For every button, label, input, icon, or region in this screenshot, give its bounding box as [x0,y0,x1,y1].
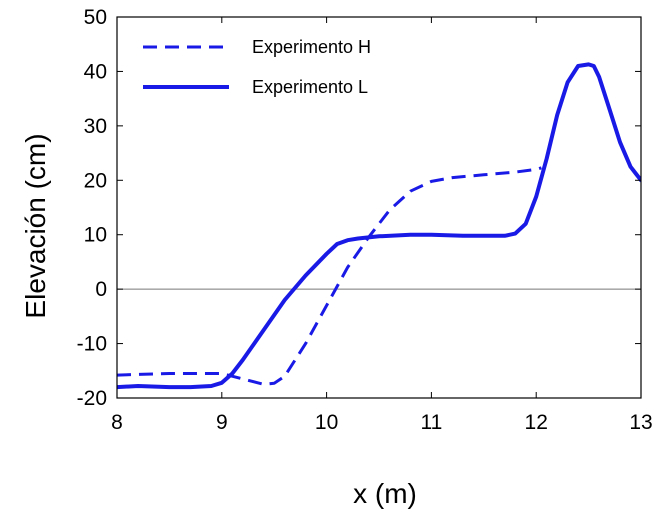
y-tick-label: 10 [84,224,107,247]
x-tick-label: 9 [216,411,228,434]
series-line-experimento-h [117,166,542,386]
x-tick-label: 8 [111,411,123,434]
series-line-experimento-l [117,62,641,390]
x-tick-label: 13 [629,411,652,434]
y-tick-label: 20 [84,169,107,192]
plot-frame [116,16,642,399]
y-tick-label: 40 [84,60,107,83]
y-tick-label: -10 [77,333,107,356]
y-tick-label: -20 [77,387,107,410]
legend-label-experimento-h: Experimento H [252,37,371,57]
x-axis-label: x (m) [353,478,417,509]
legend-label-experimento-l: Experimento L [252,77,368,97]
y-tick-label: 0 [95,278,107,301]
legend: Experimento H Experimento L [143,37,371,97]
x-tick-label: 12 [525,411,548,434]
axis-ticks [116,16,642,399]
plot-area [116,16,642,399]
tick-labels: 8 9 10 11 12 13 -20 -10 0 10 20 30 40 50 [77,6,653,434]
x-tick-label: 10 [315,411,338,434]
y-tick-label: 30 [84,115,107,138]
y-axis-label: Elevación (cm) [20,133,51,318]
y-tick-label: 50 [84,6,107,29]
x-tick-label: 11 [420,411,442,434]
